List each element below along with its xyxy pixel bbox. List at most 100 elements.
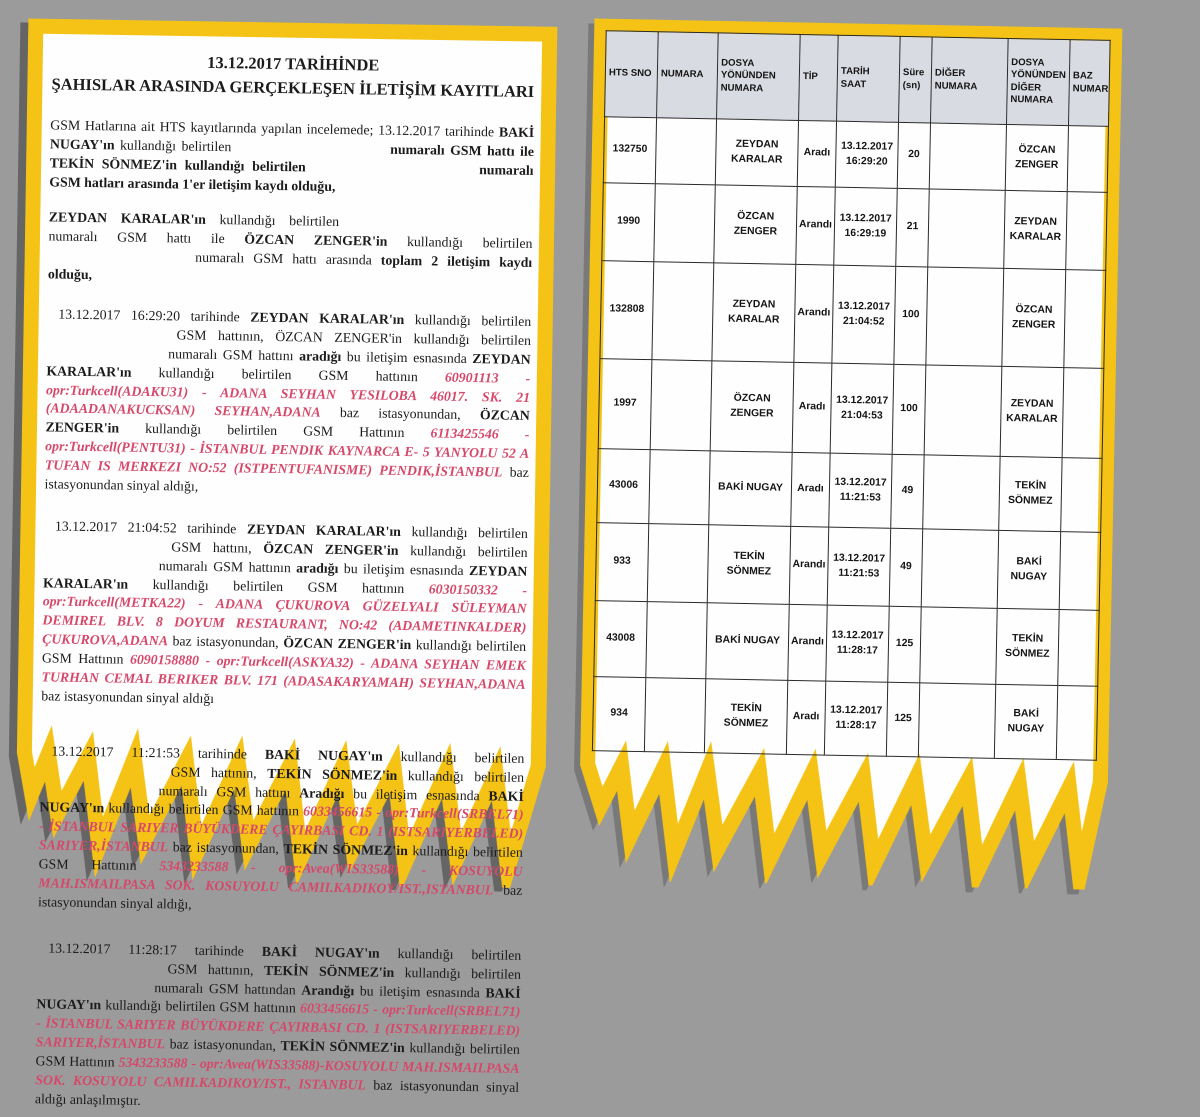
table-row: 132750 ZEYDAN KARALAR Aradı 13.12.2017 16:29… bbox=[603, 116, 1109, 193]
cell-dosya_diger: ÖZCAN ZENGER bbox=[1001, 268, 1066, 368]
cell-sno: 132808 bbox=[599, 260, 654, 360]
cell-tarih_saat: 13.12.2017 11:21:53 bbox=[828, 453, 893, 529]
cell-baz bbox=[1062, 367, 1104, 459]
text-segment: TEKİN SÖNMEZ'in bbox=[280, 1038, 405, 1056]
text-segment: GSM hattını, bbox=[159, 538, 264, 556]
text-segment: numaralı GSM hattının bbox=[153, 557, 297, 575]
text-segment: TEKİN SÖNMEZ'in bbox=[283, 841, 408, 859]
cell-dosya_diger: TEKİN SÖNMEZ bbox=[995, 608, 1060, 686]
cell-numara bbox=[644, 677, 706, 753]
cell-time: 11:21:53 bbox=[839, 491, 881, 504]
document-paragraph: 13.12.2017 16:29:20 tarihinde ZEYDAN KAR… bbox=[44, 305, 532, 501]
cell-sure: 20 bbox=[897, 122, 931, 189]
redacted-number-blank bbox=[313, 170, 471, 173]
text-segment: baz istasyonundan, bbox=[320, 405, 481, 423]
cell-date: 13.12.2017 bbox=[833, 553, 886, 566]
redacted-number-blank bbox=[40, 792, 150, 795]
cell-dosya: TEKİN SÖNMEZ bbox=[704, 678, 788, 755]
cell-sno: 132750 bbox=[603, 116, 657, 184]
text-segment: numaralı GSM hattını bbox=[162, 345, 300, 364]
hts-table-wrapper: HTS SNO NUMARA DOSYA YÖNÜNDEN NUMARA TİP TAR… bbox=[592, 30, 1111, 761]
redacted-number-blank bbox=[48, 259, 186, 262]
cell-sure: 100 bbox=[892, 364, 926, 455]
redacted-number-blank bbox=[44, 548, 160, 551]
cell-dosya: ZEYDAN KARALAR bbox=[715, 118, 799, 187]
header-row: HTS SNO NUMARA DOSYA YÖNÜNDEN NUMARA TİP TAR… bbox=[604, 30, 1111, 127]
cell-dosya_diger: ÖZCAN ZENGER bbox=[1005, 124, 1069, 192]
text-segment: ZEYDAN KARALAR'ın bbox=[250, 309, 405, 327]
cell-dosya: BAKİ NUGAY bbox=[705, 602, 790, 681]
text-segment: GSM Hatlarına ait HTS kayıtlarında yapıl… bbox=[50, 117, 500, 140]
redacted-number-blank bbox=[47, 355, 163, 358]
table-body: 132750 ZEYDAN KARALAR Aradı 13.12.2017 16:29… bbox=[592, 116, 1109, 761]
report-document: 13.12.2017 TARİHİNDE ŞAHISLAR ARASINDA G… bbox=[12, 14, 560, 1108]
column-header-6: Süre (sn) bbox=[898, 36, 933, 123]
cell-diger bbox=[921, 528, 999, 609]
text-segment: 13.12.2017 16:29:20 tarihinde bbox=[58, 306, 251, 325]
cell-date: 13.12.2017 bbox=[839, 213, 892, 226]
text-segment: numaralı GSM hattı arasında bbox=[186, 249, 381, 268]
text-segment: 13.12.2017 21:04:52 tarihinde bbox=[54, 518, 248, 537]
text-segment: numaralı GSM hattını bbox=[149, 782, 300, 800]
text-segment: kullandığı belirtilen GSM hattının bbox=[100, 997, 301, 1016]
cell-numara bbox=[653, 183, 716, 263]
cell-time: 21:04:52 bbox=[842, 315, 885, 328]
text-segment: bu iletişim esnasında bbox=[354, 982, 486, 1000]
column-header-1: HTS SNO bbox=[604, 30, 659, 118]
cell-diger bbox=[919, 606, 998, 685]
cell-time: 11:28:17 bbox=[836, 644, 878, 657]
cell-dosya: ÖZCAN ZENGER bbox=[710, 360, 794, 453]
text-segment: bu iletişim esnasında bbox=[341, 348, 473, 366]
cell-time: 21:04:53 bbox=[840, 409, 883, 422]
text-segment: TEKİN SÖNMEZ'in bbox=[267, 765, 398, 783]
cell-dosya_diger: TEKİN SÖNMEZ bbox=[998, 456, 1063, 532]
cell-dosya: ÖZCAN ZENGER bbox=[713, 184, 798, 265]
document-paragraph: GSM Hatlarına ait HTS kayıtlarında yapıl… bbox=[49, 116, 534, 199]
cell-numara bbox=[645, 601, 708, 679]
cell-sno: 1990 bbox=[601, 182, 656, 262]
cell-sno: 933 bbox=[595, 522, 649, 602]
text-segment: ÖZCAN ZENGER'in bbox=[263, 540, 399, 558]
text-segment: kullandığı belirtilen bbox=[394, 964, 522, 982]
column-header-3: DOSYA YÖNÜNDEN NUMARA bbox=[716, 32, 801, 121]
redacted-number-blank bbox=[40, 773, 160, 776]
cell-baz bbox=[1067, 125, 1109, 193]
table-row: 1997 ÖZCAN ZENGER Aradı 13.12.2017 21:04:53 1… bbox=[598, 358, 1104, 459]
text-segment: GSM hattının, ÖZCAN ZENGER'in kullandığı… bbox=[164, 327, 532, 348]
cell-date: 13.12.2017 bbox=[830, 705, 883, 718]
cell-sno: 1997 bbox=[598, 358, 652, 450]
cell-baz bbox=[1059, 531, 1101, 611]
text-segment: kullandığı belirtilen GSM Hattının bbox=[118, 420, 431, 441]
document-paragraph: 13.12.2017 21:04:52 tarihinde ZEYDAN KAR… bbox=[41, 517, 528, 713]
text-segment: GSM hattının, bbox=[160, 763, 268, 781]
torn-paper-edge bbox=[580, 18, 1123, 891]
text-segment: aradığı bbox=[299, 348, 342, 364]
column-header-7: DİĞER NUMARA bbox=[930, 36, 1009, 125]
report-content: 13.12.2017 TARİHİNDE ŞAHISLAR ARASINDA G… bbox=[35, 44, 536, 1116]
cell-tip: Arandı bbox=[789, 526, 829, 606]
text-segment: BAKİ NUGAY'ın bbox=[261, 943, 380, 961]
redacted-number-blank bbox=[237, 150, 385, 153]
cell-baz bbox=[1063, 269, 1106, 369]
cell-numara bbox=[651, 261, 714, 361]
cell-time: 16:29:19 bbox=[844, 227, 887, 240]
text-segment: baz istasyonundan, bbox=[167, 633, 284, 651]
table-header: HTS SNO NUMARA DOSYA YÖNÜNDEN NUMARA TİP TAR… bbox=[604, 30, 1111, 127]
cell-diger bbox=[918, 682, 996, 759]
text-segment: ÖZCAN ZENGER'in bbox=[283, 635, 412, 653]
cell-time: 11:21:53 bbox=[838, 567, 880, 580]
text-segment: aradığı bbox=[296, 559, 339, 576]
text-segment: kullandığı belirtilen bbox=[382, 748, 525, 766]
document-body: GSM Hatlarına ait HTS kayıtlarında yapıl… bbox=[35, 116, 535, 1116]
document-paragraph: 13.12.2017 11:28:17 tarihinde BAKİ NUGAY… bbox=[35, 939, 522, 1117]
cell-diger bbox=[929, 122, 1007, 191]
table-row: 934 TEKİN SÖNMEZ Aradı 13.12.2017 11:28:17 12… bbox=[592, 676, 1098, 761]
cell-sure: 49 bbox=[890, 454, 925, 529]
cell-numara bbox=[647, 523, 709, 603]
cell-sure: 49 bbox=[889, 528, 923, 607]
text-segment: Aradığı bbox=[299, 784, 345, 801]
column-header-4: TİP bbox=[798, 34, 839, 122]
cell-sure: 125 bbox=[886, 682, 920, 757]
redacted-number-blank bbox=[353, 226, 533, 230]
text-segment: kullandığı belirtilen bbox=[205, 212, 353, 230]
